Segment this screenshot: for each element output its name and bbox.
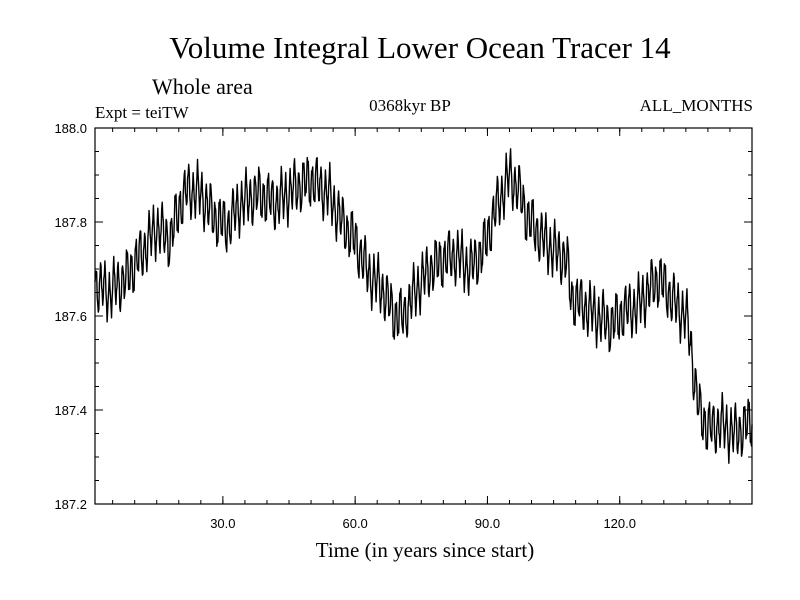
x-tick-label: 60.0 <box>342 516 367 531</box>
y-tick-label: 187.8 <box>54 215 87 230</box>
tick-labels: 187.2 187.4 187.6 187.8 188.0 30.0 60.0 90.0 120… <box>54 121 636 531</box>
x-tick-label: 120.0 <box>603 516 636 531</box>
x-tick-label: 30.0 <box>210 516 235 531</box>
y-tick-label: 187.4 <box>54 403 87 418</box>
chart-title: Volume Integral Lower Ocean Tracer 14 <box>169 30 671 65</box>
y-tick-label: 187.2 <box>54 497 87 512</box>
x-axis-label: Time (in years since start) <box>315 538 535 562</box>
chart-subtitle: Whole area <box>152 74 253 99</box>
experiment-note: Expt = teiTW <box>95 103 189 122</box>
plot-frame <box>94 127 753 505</box>
period-note: 0368kyr BP <box>369 96 451 115</box>
y-tick-label: 187.6 <box>54 309 87 324</box>
series-group <box>94 148 753 464</box>
months-note: ALL_MONTHS <box>639 96 753 115</box>
x-tick-label: 90.0 <box>475 516 500 531</box>
y-tick-label: 188.0 <box>54 121 87 136</box>
series-line <box>94 148 753 464</box>
